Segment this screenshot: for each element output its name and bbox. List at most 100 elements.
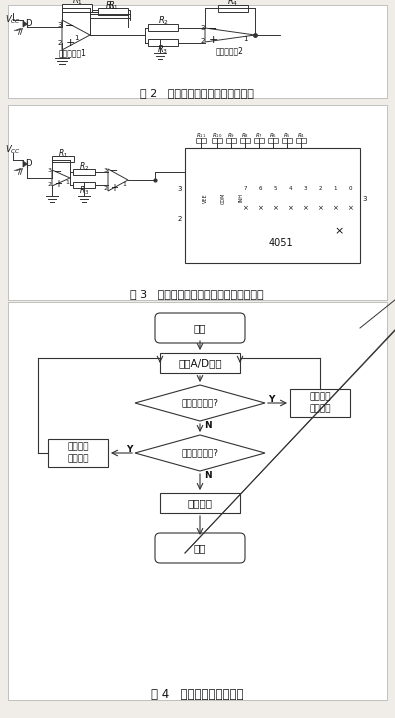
Text: 2: 2	[318, 185, 322, 190]
Text: $R_4$: $R_4$	[228, 0, 239, 8]
Text: ×: ×	[332, 205, 338, 211]
Text: 1: 1	[333, 185, 337, 190]
Text: $R_4$: $R_4$	[297, 131, 305, 141]
FancyBboxPatch shape	[148, 39, 178, 46]
FancyBboxPatch shape	[8, 302, 387, 700]
Text: $V_{CC}$: $V_{CC}$	[5, 144, 21, 157]
FancyBboxPatch shape	[48, 439, 108, 467]
Text: $R_5$: $R_5$	[283, 131, 291, 141]
FancyBboxPatch shape	[148, 24, 178, 31]
Text: +: +	[110, 183, 118, 193]
FancyBboxPatch shape	[160, 493, 240, 513]
Text: +: +	[54, 179, 62, 189]
Text: 存储数据: 存储数据	[188, 498, 213, 508]
FancyBboxPatch shape	[155, 313, 245, 343]
FancyBboxPatch shape	[62, 4, 92, 12]
Text: 读取A/D数据: 读取A/D数据	[178, 358, 222, 368]
FancyBboxPatch shape	[73, 169, 95, 175]
Text: 1: 1	[122, 182, 126, 187]
Text: 2: 2	[201, 38, 205, 44]
Text: 增大放大
信率一档: 增大放大 信率一档	[67, 442, 89, 463]
Text: $R_{11}$: $R_{11}$	[196, 131, 206, 141]
Text: 图 4   测量控制软件的流程: 图 4 测量控制软件的流程	[151, 688, 243, 701]
Text: −: −	[54, 167, 62, 177]
Text: $R_1$: $R_1$	[105, 0, 115, 12]
Polygon shape	[205, 28, 255, 42]
FancyBboxPatch shape	[185, 148, 360, 263]
Text: 图 2   光电转换电路和信号调理电路: 图 2 光电转换电路和信号调理电路	[140, 88, 254, 98]
Text: 降低放大
信率一档: 降低放大 信率一档	[309, 393, 331, 414]
Text: 3: 3	[104, 167, 108, 172]
Text: $R_2$: $R_2$	[158, 15, 169, 27]
Text: 6: 6	[258, 185, 262, 190]
Text: 5: 5	[273, 185, 277, 190]
FancyBboxPatch shape	[296, 138, 306, 143]
FancyBboxPatch shape	[196, 138, 206, 143]
Text: 3: 3	[201, 25, 205, 31]
Text: 运算放大器1: 运算放大器1	[59, 49, 87, 57]
Text: ×: ×	[272, 205, 278, 211]
Text: $R_3$: $R_3$	[79, 185, 89, 197]
Text: 2: 2	[48, 182, 52, 187]
Text: Y: Y	[268, 394, 275, 404]
FancyBboxPatch shape	[212, 138, 222, 143]
Polygon shape	[23, 161, 27, 167]
Text: $R_2$: $R_2$	[79, 161, 89, 173]
Text: VEE: VEE	[203, 193, 207, 202]
Text: $V_{CC}$: $V_{CC}$	[5, 14, 21, 27]
Text: Y: Y	[126, 444, 132, 454]
Text: $R_{10}$: $R_{10}$	[212, 131, 222, 141]
Text: ×: ×	[257, 205, 263, 211]
Polygon shape	[52, 170, 70, 186]
Polygon shape	[23, 21, 27, 27]
Text: $R_1$: $R_1$	[58, 148, 68, 160]
Text: 3: 3	[48, 169, 52, 174]
Text: 3: 3	[58, 22, 62, 28]
FancyBboxPatch shape	[52, 156, 74, 162]
Text: ×: ×	[334, 226, 344, 236]
Polygon shape	[135, 385, 265, 421]
Text: 4051: 4051	[269, 238, 293, 248]
Text: $R_1$: $R_1$	[71, 0, 83, 7]
Text: +: +	[208, 35, 218, 45]
Text: 2: 2	[58, 40, 62, 46]
Text: 1: 1	[65, 180, 69, 185]
Text: 4: 4	[288, 185, 292, 190]
Text: 3: 3	[303, 185, 307, 190]
FancyBboxPatch shape	[155, 533, 245, 563]
Text: $R_6$: $R_6$	[269, 131, 277, 141]
Text: 1: 1	[74, 35, 78, 41]
Text: N: N	[204, 472, 212, 480]
FancyBboxPatch shape	[73, 182, 95, 188]
Text: −: −	[208, 24, 218, 34]
FancyBboxPatch shape	[90, 10, 130, 18]
Text: ×: ×	[302, 205, 308, 211]
Text: $R_7$: $R_7$	[255, 131, 263, 141]
Text: 0: 0	[348, 185, 352, 190]
FancyBboxPatch shape	[268, 138, 278, 143]
Text: ×: ×	[317, 205, 323, 211]
FancyBboxPatch shape	[226, 138, 236, 143]
Text: 7: 7	[243, 185, 247, 190]
Text: D: D	[25, 159, 31, 169]
Text: 返回: 返回	[194, 543, 206, 553]
Text: 数据超上限否?: 数据超上限否?	[181, 398, 218, 408]
Text: 2: 2	[104, 185, 108, 190]
Text: D: D	[25, 19, 31, 29]
FancyBboxPatch shape	[290, 389, 350, 417]
FancyBboxPatch shape	[98, 8, 128, 15]
FancyBboxPatch shape	[218, 5, 248, 12]
Text: 1: 1	[243, 36, 247, 42]
FancyBboxPatch shape	[240, 138, 250, 143]
Text: +: +	[65, 38, 75, 48]
Polygon shape	[62, 20, 90, 50]
Text: 数据超下限否?: 数据超下限否?	[181, 449, 218, 457]
Polygon shape	[135, 435, 265, 471]
Text: −: −	[65, 21, 75, 31]
FancyBboxPatch shape	[8, 5, 387, 98]
FancyBboxPatch shape	[8, 105, 387, 300]
Text: 运算放大器2: 运算放大器2	[216, 47, 244, 55]
Text: COM: COM	[220, 192, 226, 204]
Text: ×: ×	[242, 205, 248, 211]
Text: −: −	[110, 166, 118, 176]
